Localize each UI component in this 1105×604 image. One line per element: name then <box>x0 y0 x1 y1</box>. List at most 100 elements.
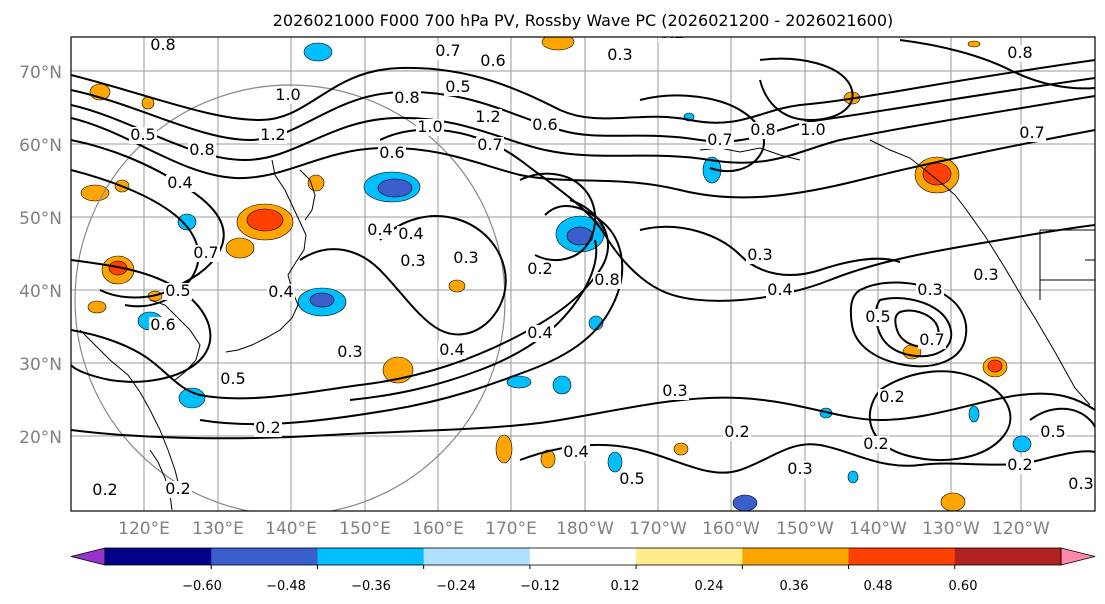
contour-label-background <box>479 53 507 70</box>
pv-contour-line <box>71 95 1095 164</box>
colorbar-cell <box>742 548 850 565</box>
pv-contour-line <box>299 215 507 336</box>
contour-label-background <box>393 90 421 107</box>
contour-label-background <box>746 247 774 264</box>
pv-contour-line <box>899 39 1095 90</box>
contour-label-background <box>434 43 462 60</box>
contour-label: 0.3 <box>337 342 362 361</box>
contour-label: 0.4 <box>767 280 792 299</box>
contour-label-background <box>864 309 892 326</box>
colorbar-extend-max <box>1060 547 1096 566</box>
contour-label-background <box>606 47 634 64</box>
contour-label: 0.3 <box>917 280 942 299</box>
lon-label-130w: 130°W <box>922 519 980 539</box>
colorbar-cell <box>954 548 1062 565</box>
colorbar-cell <box>317 548 425 565</box>
contour-label: 1.0 <box>800 120 825 139</box>
contour-label: 0.2 <box>92 480 117 499</box>
positive-anomaly-strong <box>922 162 952 186</box>
contour-label-background <box>254 420 282 437</box>
contour-label: 0.8 <box>394 88 419 107</box>
contour-label-background <box>706 132 734 149</box>
map-background <box>71 37 1095 511</box>
positive-anomaly <box>541 37 575 51</box>
contour-label-background <box>526 261 554 278</box>
lon-label-120w: 120°W <box>992 519 1050 539</box>
contour-label-background <box>1006 457 1034 474</box>
contour-label-background <box>366 222 394 239</box>
negative-anomaly <box>607 451 623 473</box>
contour-label: 0.6 <box>379 143 404 162</box>
map-panel: 0.8 0.7 0.6 0.3 0.2 0.5 0.8 1.0 1.2 1.0 0.5 0.8 0.4 0… <box>70 36 1096 512</box>
contour-label: 0.2 <box>863 434 888 453</box>
contour-label-background <box>1067 476 1095 493</box>
positive-anomaly-strong <box>987 359 1003 373</box>
contour-label-background <box>878 389 906 406</box>
pv-contour-line <box>71 139 225 299</box>
colorbar-tick-label: 0.12 <box>611 579 640 594</box>
rossby-wave-shading <box>80 37 1032 511</box>
colorbar-cell <box>423 548 531 565</box>
longitude-axis: 120°E 130°E 140°E 150°E 160°E 170°E 180°… <box>118 519 1050 539</box>
contour-label: 0.7 <box>477 135 502 154</box>
colorbar-tick-label: 0.36 <box>780 579 809 594</box>
contour-label-background <box>166 175 194 192</box>
colorbar-tick-label: −0.60 <box>182 579 222 594</box>
contour-label: 0.5 <box>1040 422 1065 441</box>
contour-label: 0.3 <box>973 265 998 284</box>
map-frame <box>70 36 1096 512</box>
contour-label-background <box>399 253 427 270</box>
contour-label: 0.7 <box>1019 123 1044 142</box>
contour-label: 0.5 <box>220 369 245 388</box>
contour-label-background <box>786 461 814 478</box>
contour-label: 0.3 <box>747 245 772 264</box>
lat-label-40n: 40°N <box>19 282 62 302</box>
contour-label-background <box>416 119 444 136</box>
contour-label: 0.8 <box>594 270 619 289</box>
lon-label-180w: 180°W <box>556 519 614 539</box>
positive-anomaly <box>673 442 689 456</box>
lon-label-150w: 150°W <box>776 519 834 539</box>
sakhalin-coastline <box>299 169 316 221</box>
contour-label-background <box>531 117 559 134</box>
north-america-coastline <box>869 139 1091 406</box>
contour-label: 0.3 <box>400 251 425 270</box>
contour-label: 0.5 <box>165 281 190 300</box>
contour-label: 1.2 <box>260 125 285 144</box>
contour-label: 0.8 <box>750 120 775 139</box>
pv-contour-line <box>379 128 1095 302</box>
contour-label: 0.2 <box>724 422 749 441</box>
colorbar-cell <box>636 548 743 565</box>
contour-label: 0.4 <box>167 173 192 192</box>
positive-anomaly <box>940 492 966 511</box>
contour-label: 0.4 <box>367 220 392 239</box>
lat-label-70n: 70°N <box>19 63 62 83</box>
positive-anomaly <box>225 237 255 259</box>
contour-label-background <box>661 383 689 400</box>
contour-label: 0.2 <box>527 259 552 278</box>
lat-label-20n: 20°N <box>19 428 62 448</box>
contour-label: 0.5 <box>865 307 890 326</box>
contour-label-background <box>274 87 302 104</box>
contour-label: 0.7 <box>193 243 218 262</box>
positive-anomaly <box>540 449 556 469</box>
pv-contour-line <box>639 225 901 276</box>
contour-label: 0.4 <box>527 323 552 342</box>
contour-label: 1.0 <box>275 85 300 104</box>
pv-contours <box>71 39 1095 474</box>
pv-contour-line <box>759 57 854 122</box>
colorbar-cell <box>105 548 212 565</box>
latitude-axis: 70°N 60°N 50°N 40°N 30°N 20°N <box>19 63 62 448</box>
lon-label-130e: 130°E <box>192 519 244 539</box>
positive-anomaly-strong <box>246 208 284 232</box>
colorbar-cells <box>70 547 1096 569</box>
contour-label-background <box>219 371 247 388</box>
contour-label: 0.3 <box>662 381 687 400</box>
contour-label-background <box>916 282 944 299</box>
contour-label-background <box>438 342 466 359</box>
positive-anomaly <box>87 300 107 314</box>
lat-label-50n: 50°N <box>19 209 62 229</box>
contour-label-background <box>164 283 192 300</box>
contour-label-background <box>378 145 406 162</box>
contour-label-background <box>259 127 287 144</box>
